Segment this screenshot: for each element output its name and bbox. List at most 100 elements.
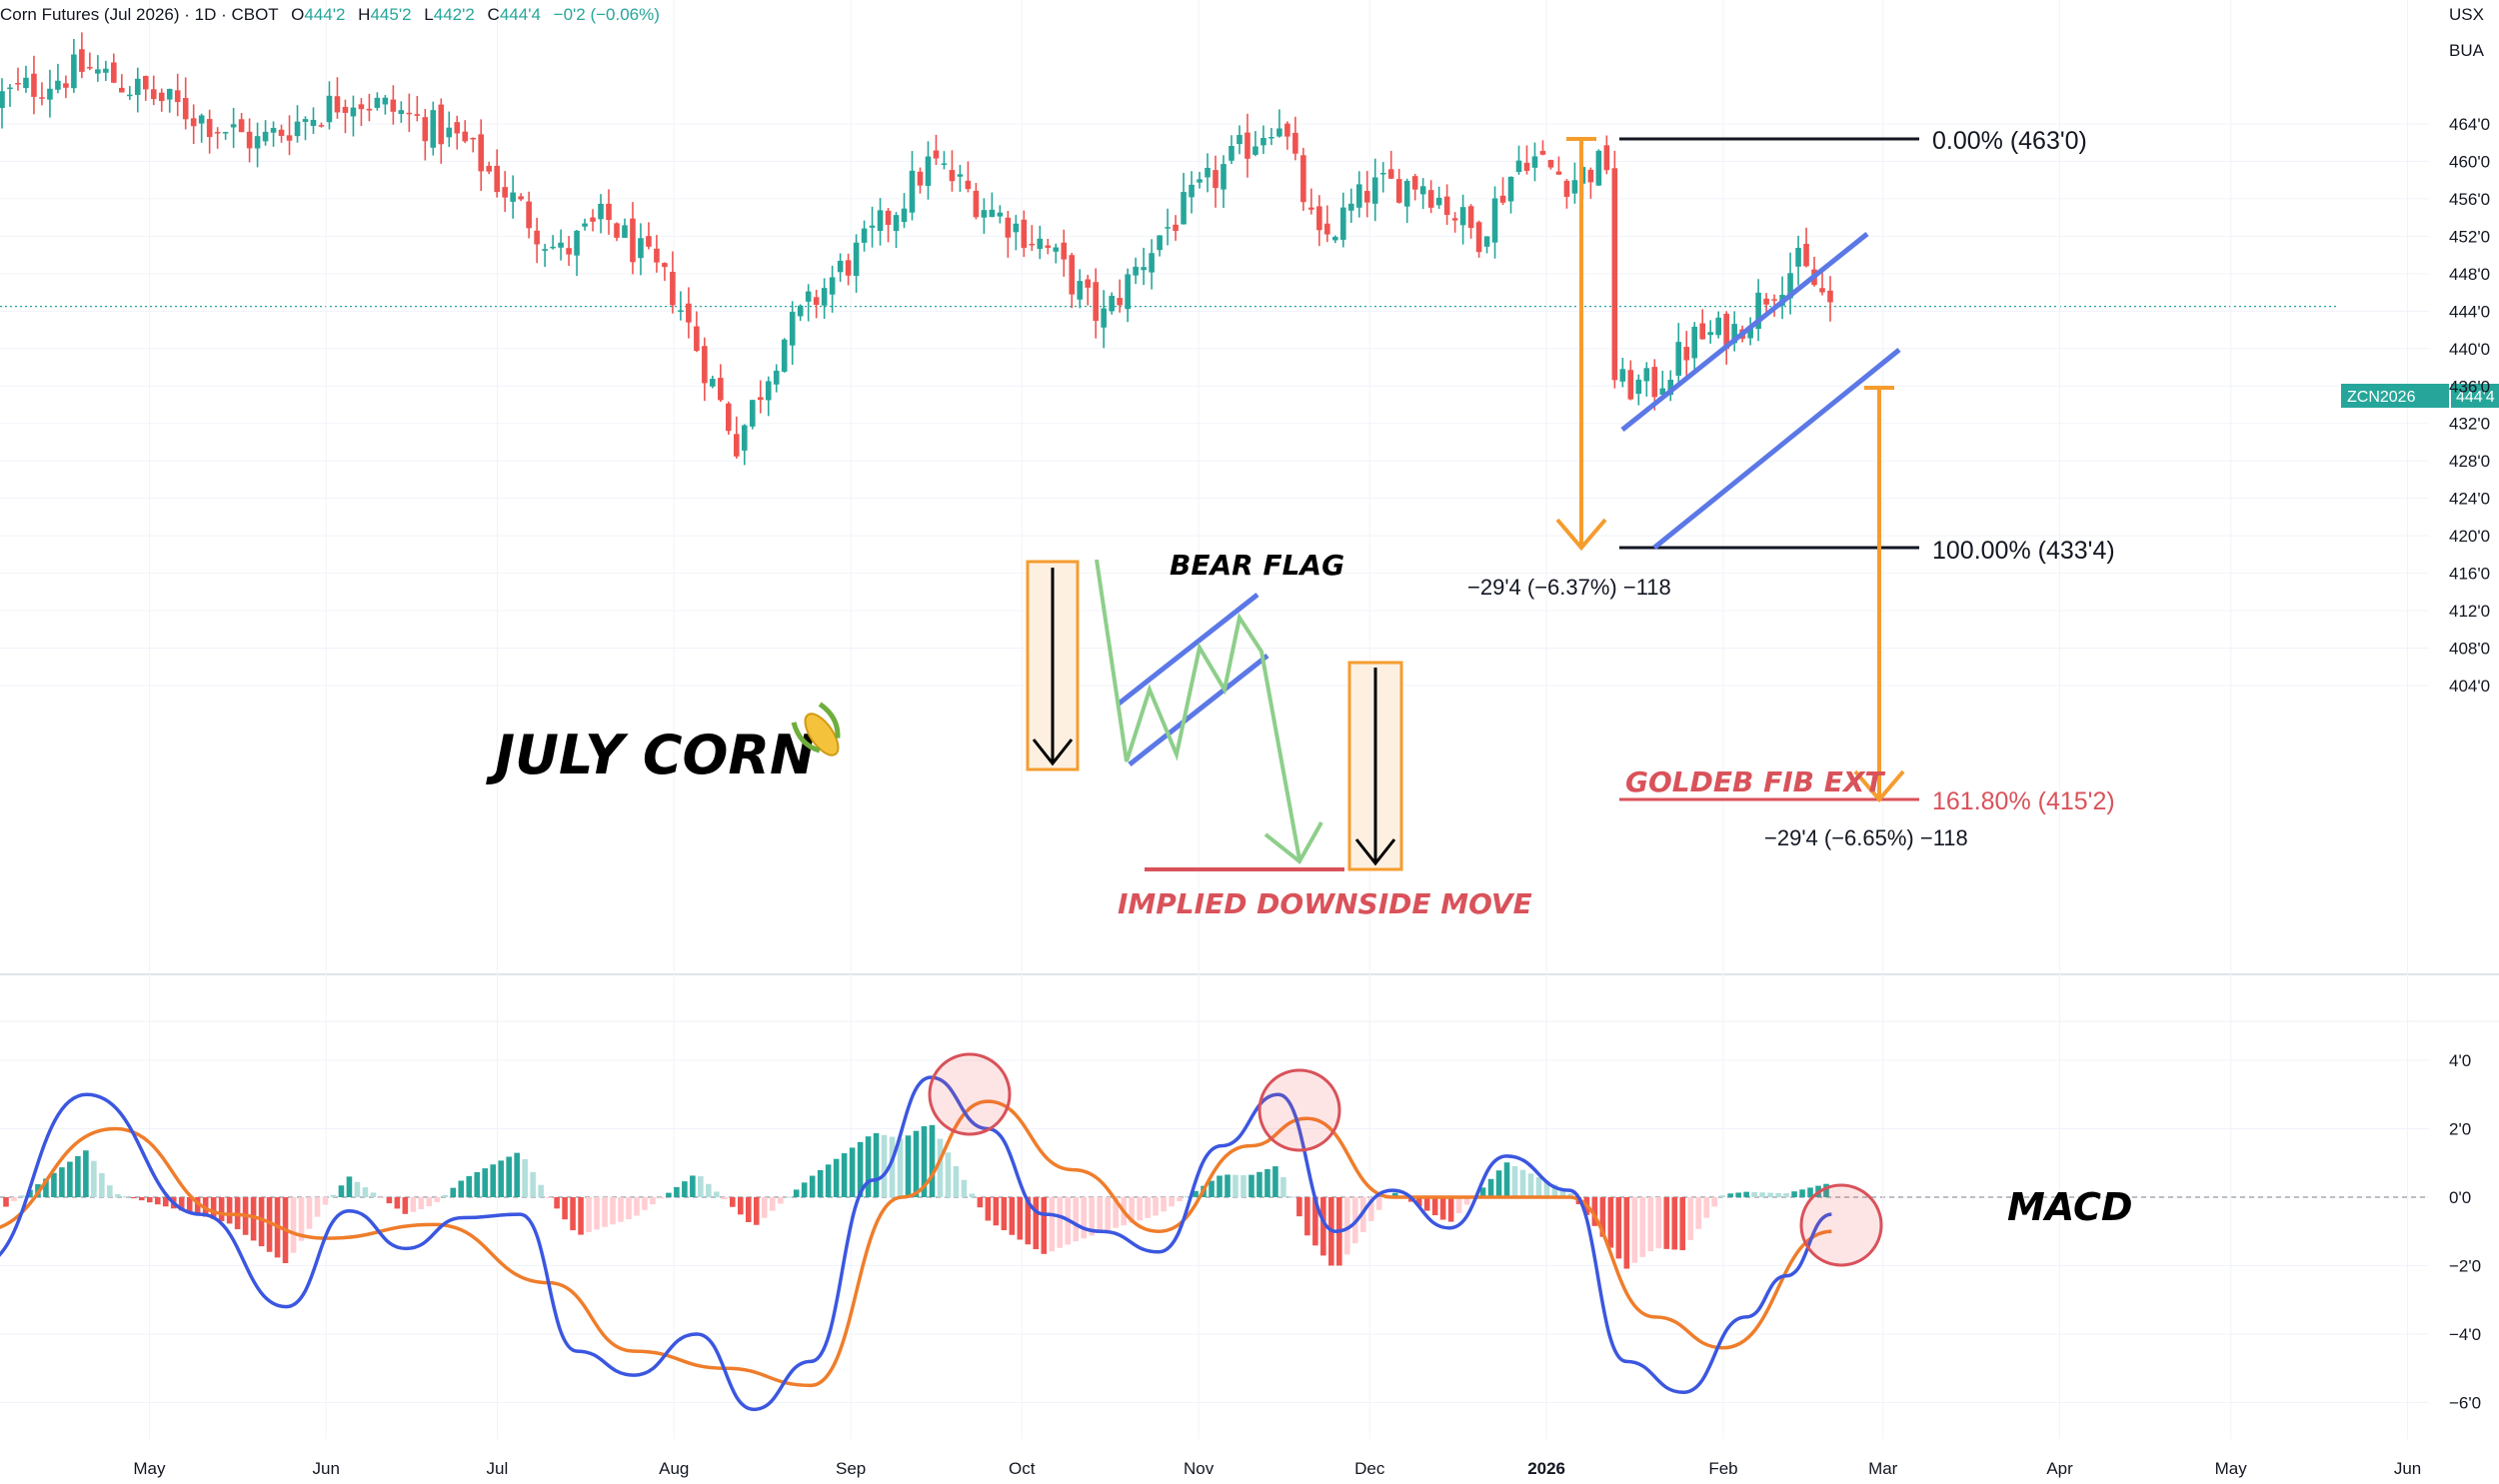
candle-body [702,346,708,384]
macd-histogram-bar [1735,1192,1741,1197]
price-tick-label: 404'0 [2449,677,2490,696]
candle [1467,204,1474,239]
macd-histogram-bar [1177,1197,1183,1202]
candle [821,278,828,320]
candle-body [965,180,972,190]
candle [71,38,77,93]
candle-body [1771,299,1777,301]
candle [1061,229,1068,277]
candle [254,122,261,168]
candle [262,120,269,146]
candle [813,289,820,319]
candle-body [1563,180,1570,197]
candle-body [845,260,852,276]
macd-histogram-bar [1799,1189,1805,1197]
candle [270,121,277,147]
candle [1611,150,1618,389]
candle-body [917,171,924,186]
macd-tick-label: 2'0 [2449,1120,2471,1139]
candle-body [230,124,237,128]
candle-body [925,156,932,186]
macd-histogram-bar [849,1147,856,1197]
macd-signal-line [0,1099,1832,1388]
candle [989,192,996,218]
candle-body [686,303,692,323]
candle [614,222,620,242]
candle-body [1245,132,1250,159]
candle [1507,176,1514,214]
candle-body [1755,292,1761,330]
candle [1731,311,1737,352]
candle-body [438,104,445,145]
candle-body [1819,288,1825,293]
candle-body [31,73,37,97]
candle [126,86,133,101]
macd-histogram-bar [67,1161,73,1197]
candle-body [342,106,349,113]
macd-histogram-bar [1217,1175,1223,1197]
candle-body [1627,370,1634,400]
candle [470,137,477,153]
candle [1268,127,1274,146]
candle [1475,220,1482,258]
macd-histogram-bar [737,1197,744,1215]
candle-body [781,339,788,372]
candle-body [1260,137,1266,146]
candle-body [1523,162,1530,171]
candle [47,69,53,118]
candle-body [1053,247,1060,252]
macd-histogram-bar [1225,1174,1231,1197]
candle-body [23,77,29,89]
channel-upper-line[interactable] [1620,232,1869,432]
time-tick-label: Sep [836,1459,866,1478]
candle [494,149,500,198]
candle [702,337,708,402]
macd-histogram-bar [194,1197,201,1215]
macd-histogram-bar [1185,1195,1191,1197]
candle-body [182,97,189,120]
time-tick-label: Apr [2046,1459,2073,1478]
macd-histogram-bar [59,1167,65,1197]
candle-body [1475,222,1482,253]
macd-axis[interactable]: 4'0 2'0 0'0 −2'0 −4'0 −6'0 [2449,1051,2481,1413]
candle-body [542,249,548,251]
candle [933,134,940,166]
candle-body [1803,244,1809,267]
candle [1675,323,1682,383]
candle-body [1635,379,1642,394]
candle-body [662,263,668,268]
candle [1165,208,1171,246]
candle [997,205,1004,224]
macd-histogram-bar [27,1189,33,1197]
candle [845,253,852,286]
header-open-label: O [291,5,304,24]
macd-histogram-bar [769,1197,776,1211]
candle-body [534,230,540,245]
candle-body [95,69,101,74]
candle-body [478,134,485,172]
annotation-implied-move: IMPLIED DOWNSIDE MOVE [1118,887,1532,920]
candle [574,230,580,277]
macd-histogram-bar [570,1197,576,1231]
price-badge-value: 444'4 [2456,389,2495,406]
macd-histogram-bar [123,1196,129,1198]
macd-histogram-bar [961,1179,968,1197]
macd-histogram-bar [706,1183,712,1197]
candle [1827,276,1833,322]
time-tick-label: Nov [1184,1459,1215,1478]
candle-body [1603,145,1610,171]
candle-body [47,88,53,100]
macd-histogram-bar [130,1197,137,1199]
candle [877,198,884,246]
macd-histogram-bar [1743,1191,1749,1197]
channel-lower-line[interactable] [1652,348,1901,550]
macd-histogram-bar [1527,1173,1534,1197]
candle-body [382,97,389,105]
candle-body [1189,184,1195,198]
candle-body [334,96,341,113]
price-axis[interactable]: 404'0 408'0 412'0 416'0 420'0 424'0 428'0 432'0… [2449,115,2490,696]
time-axis[interactable]: May Jun Jul Aug Sep Oct Nov Dec 2026 Feb Mar Apr May… [133,1459,2421,1478]
candle-body [622,225,628,238]
macd-histogram-bar [1367,1197,1374,1221]
